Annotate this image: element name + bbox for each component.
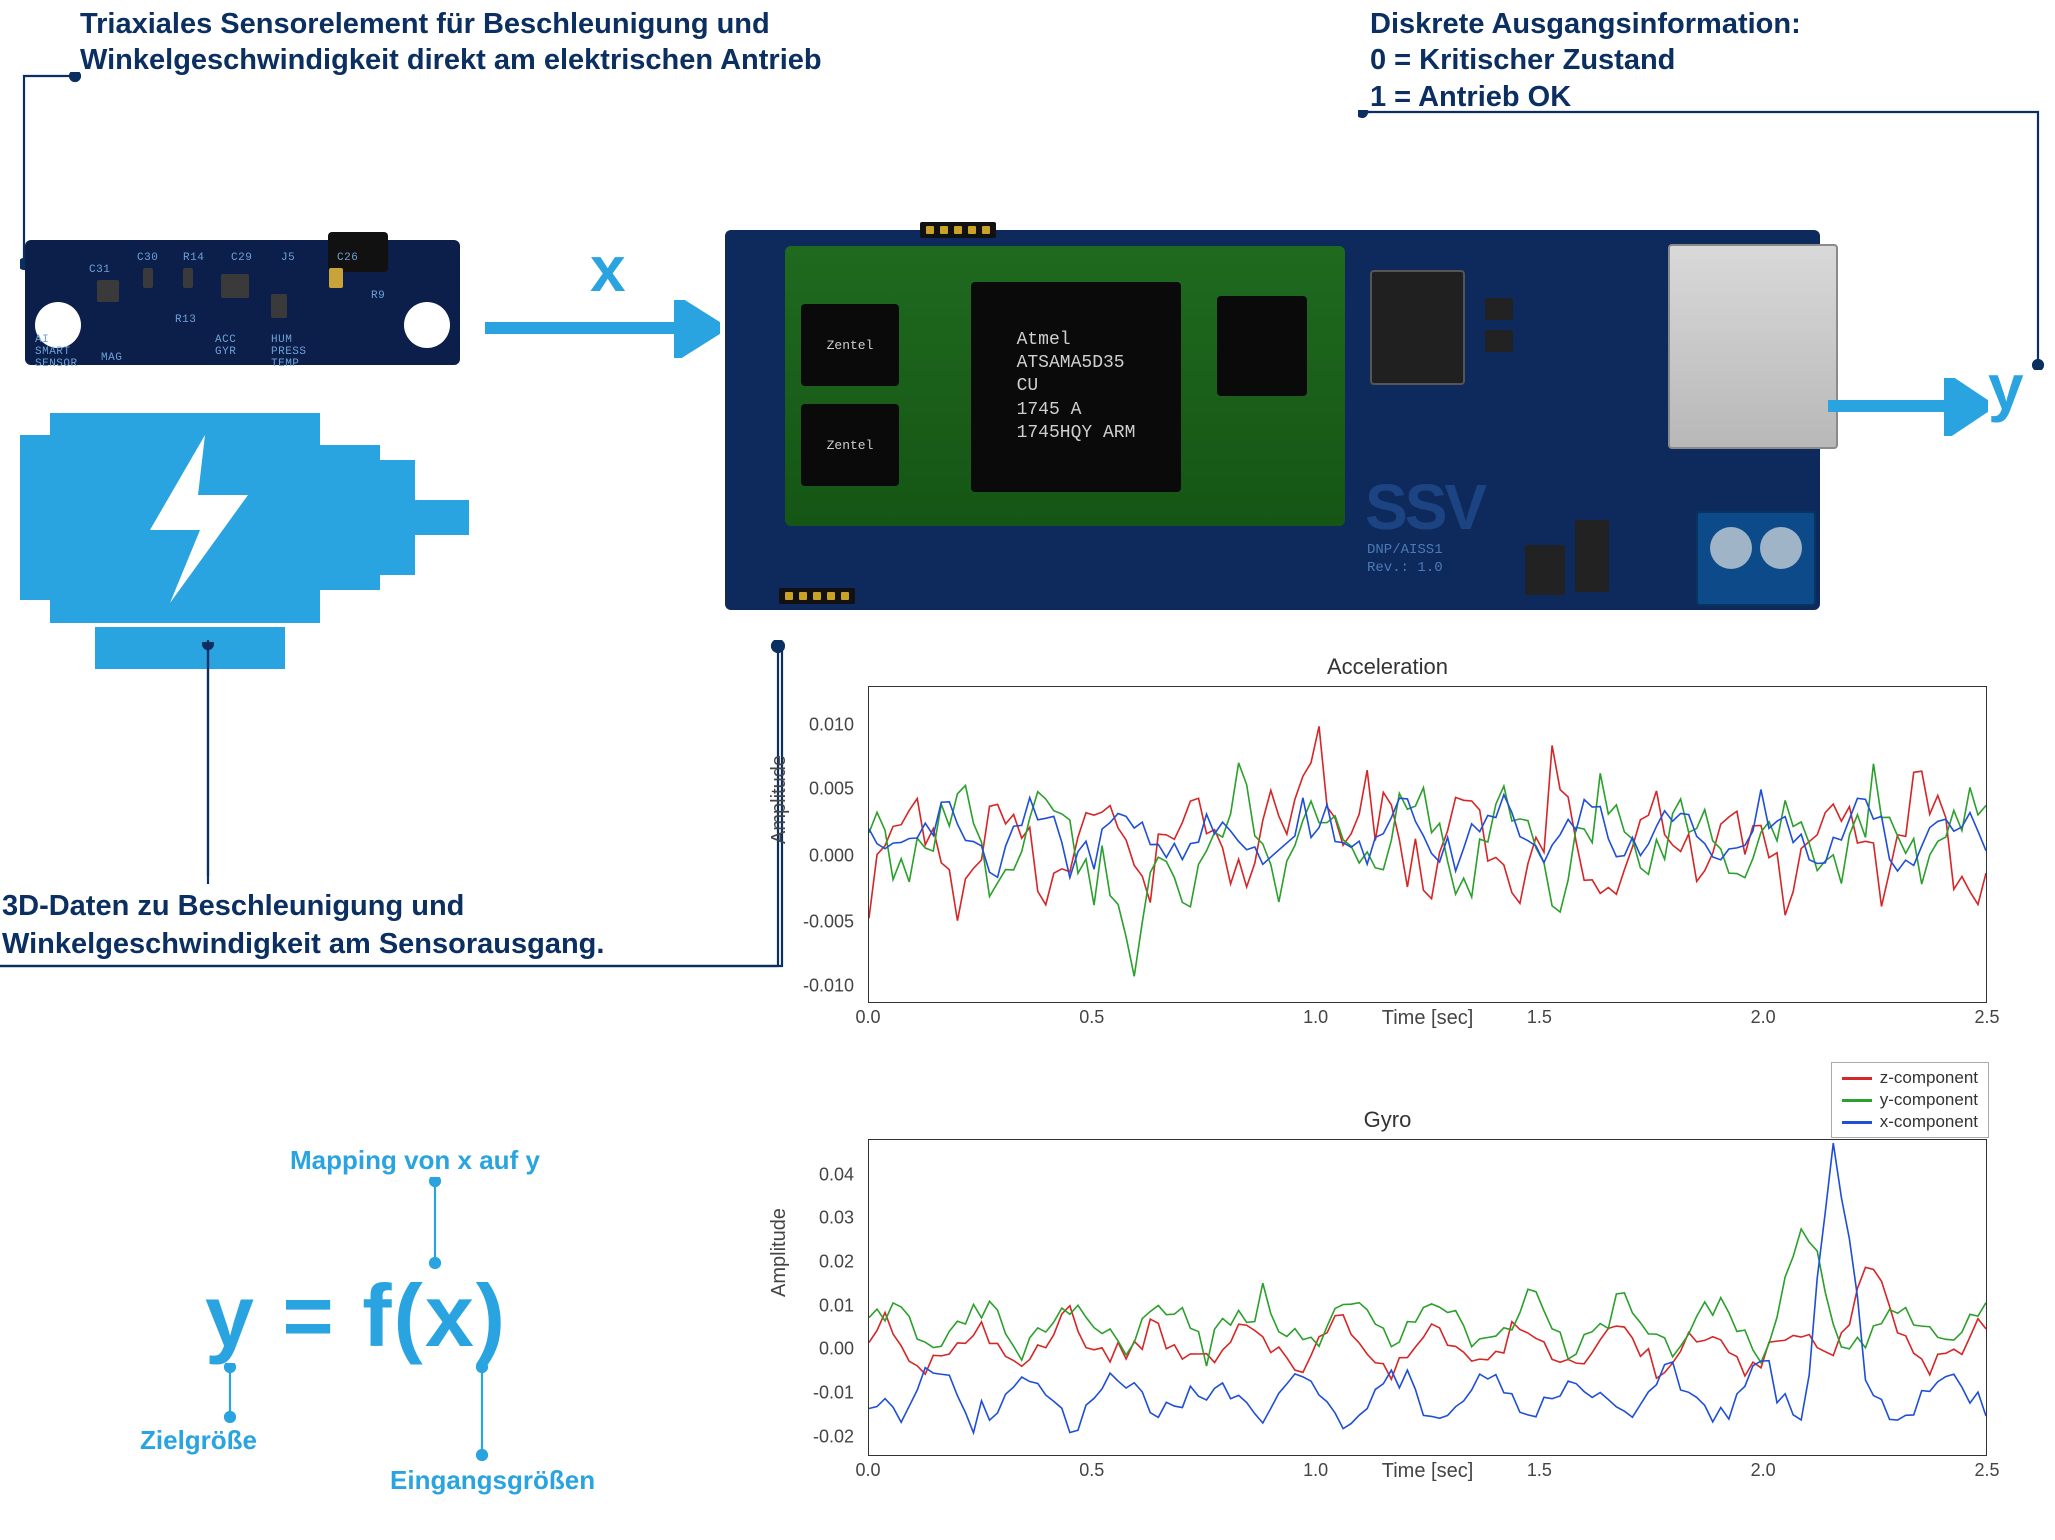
x-axis: Time [sec] 0.0 0.5 1.0 1.5 2.0 2.5 [868,1007,1987,1057]
gyro-chart: Gyro Amplitude 0.04 0.03 0.02 0.01 0.00 … [780,1103,1995,1518]
connector-data3d [0,640,785,970]
equation-block: Mapping von x auf y y = f(x) Zielgröße E… [110,1145,650,1485]
connector-y [210,1363,250,1423]
y-arrow-icon [1828,378,1988,436]
x-arrow-icon [485,300,720,358]
x-label: x [590,232,626,306]
sensor-label: Triaxiales Sensorelement für Beschleunig… [80,6,980,79]
annot-y: Zielgröße [140,1425,257,1456]
x-axis: Time [sec] 0.0 0.5 1.0 1.5 2.0 2.5 [868,1460,1987,1510]
y-axis: Amplitude 0.010 0.005 0.000 -0.005 -0.01… [790,710,860,1001]
acceleration-chart: Acceleration Amplitude 0.010 0.005 0.000… [780,650,1995,1065]
chart-title: Acceleration [780,654,1995,680]
chart-title: Gyro [780,1107,1995,1133]
sensor-pcb: AISMARTSENSOR MAG C31 C30 R14 R13 C29 AC… [25,240,460,365]
connector-stub [202,642,214,890]
y-label: y [1988,350,2024,424]
connector-map [405,1177,465,1269]
equation: y = f(x) [205,1265,507,1367]
connector-x [462,1363,502,1461]
main-pcb: Zentel Zentel Atmel ATSAMA5D35 CU 1745 A… [725,230,1820,610]
motor-icon [0,385,470,675]
annot-x: Eingangsgrößen [390,1465,595,1496]
output-label: Diskrete Ausgangsinformation: 0 = Kritis… [1370,6,2030,115]
annot-mapping: Mapping von x auf y [290,1145,540,1176]
y-axis: Amplitude 0.04 0.03 0.02 0.01 0.00 -0.01… [790,1163,860,1454]
